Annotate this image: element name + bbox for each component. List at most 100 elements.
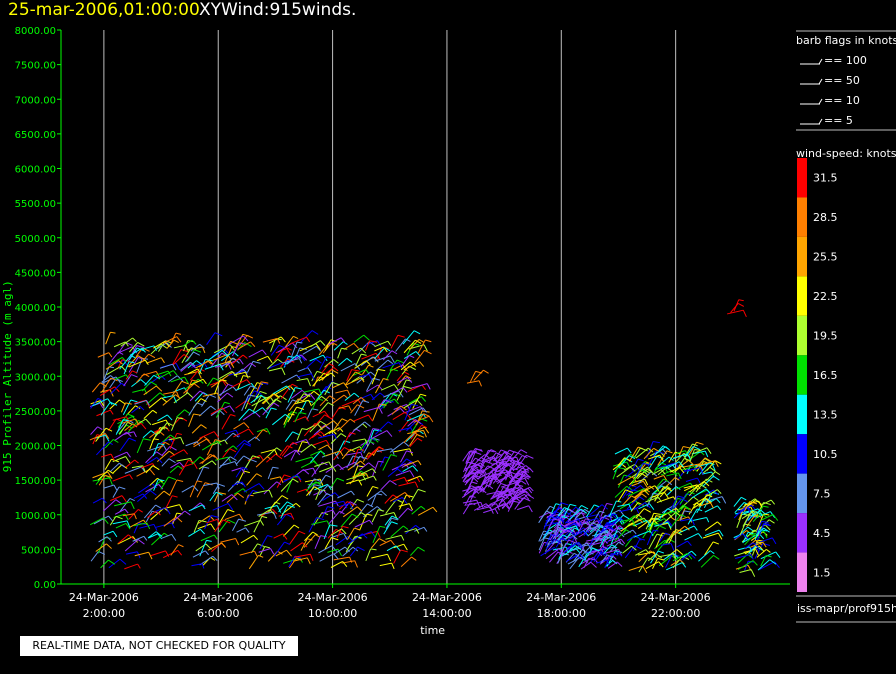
wind-barb-flag	[713, 475, 720, 481]
wind-barb	[181, 485, 194, 493]
wind-barb	[341, 448, 351, 460]
wind-barb	[252, 489, 270, 495]
wind-barb-flag	[216, 440, 222, 446]
wind-barb-flag	[313, 390, 321, 397]
wind-barb	[112, 456, 126, 463]
color-scale-title: wind-speed: knots	[796, 147, 896, 160]
wind-barb-flag	[170, 434, 177, 440]
wind-barb	[126, 551, 138, 555]
wind-barb-flag	[200, 398, 207, 402]
wind-barb-flag	[658, 561, 664, 568]
wind-barb-flag	[635, 534, 642, 541]
source-label: iss-mapr/prof915h	[797, 602, 896, 615]
wind-barb-flag	[322, 354, 328, 362]
wind-barb	[587, 527, 597, 537]
wind-barb	[104, 458, 112, 470]
wind-barb	[482, 457, 495, 463]
wind-barb-flag	[260, 520, 265, 526]
wind-barb	[354, 519, 370, 528]
wind-barb-flag	[119, 558, 127, 565]
wind-barb	[183, 383, 195, 394]
wind-barb	[246, 473, 257, 486]
wind-barb	[599, 512, 612, 523]
wind-barb	[739, 569, 752, 573]
wind-barb	[247, 361, 254, 373]
wind-barb	[465, 450, 471, 464]
wind-barb-flag	[377, 384, 383, 390]
wind-barb	[236, 455, 245, 465]
wind-barb-flag	[153, 345, 158, 351]
wind-barb-flag	[176, 479, 184, 482]
wind-barb-flag	[209, 394, 217, 398]
wind-barb	[372, 403, 380, 421]
wind-barb	[658, 553, 674, 558]
wind-barb-flag	[684, 525, 690, 531]
color-scale-bin	[797, 315, 807, 356]
wind-barb-flag	[696, 441, 704, 445]
wind-barb	[112, 464, 123, 474]
wind-barb-flag	[359, 376, 365, 381]
wind-barb	[622, 523, 630, 534]
wind-barb-flag	[353, 343, 359, 349]
wind-barb	[517, 505, 529, 511]
wind-barb-flag	[261, 381, 269, 384]
wind-barb	[288, 398, 299, 412]
wind-barb	[170, 544, 179, 556]
wind-barb-flag	[260, 390, 267, 395]
wind-barb-flag	[175, 362, 181, 371]
wind-barb	[697, 460, 716, 467]
wind-barb	[113, 341, 126, 348]
wind-barb	[747, 511, 757, 521]
wind-barb	[545, 541, 551, 552]
wind-barb-flag	[166, 422, 173, 426]
wind-barb	[408, 339, 420, 351]
wind-barb	[206, 332, 216, 345]
wind-barb-flag	[682, 446, 691, 449]
wind-barb-flag	[320, 535, 327, 538]
wind-barb-flag	[226, 392, 234, 398]
wind-barb	[338, 357, 348, 367]
wind-barb-flag	[320, 431, 326, 437]
wind-barb	[305, 481, 317, 492]
wind-barb-flag	[121, 495, 127, 503]
wind-barb	[170, 376, 185, 383]
wind-barb	[628, 565, 643, 572]
y-tick-label: 1000.00	[15, 511, 56, 522]
wind-barb-flag	[470, 462, 476, 465]
wind-barb	[178, 460, 189, 476]
wind-barb	[403, 361, 420, 371]
wind-barb	[384, 494, 394, 504]
wind-barb	[657, 485, 668, 495]
wind-barb-flag	[134, 459, 139, 464]
wind-barb-flag	[314, 484, 322, 487]
wind-barb	[214, 492, 220, 503]
wind-barb	[633, 502, 646, 511]
wind-barb-flag	[419, 475, 424, 481]
wind-barb	[383, 390, 399, 398]
wind-barb	[160, 476, 169, 490]
wind-barb-flag	[395, 545, 401, 551]
wind-barb	[124, 563, 138, 570]
wind-barb	[617, 457, 625, 467]
wind-barb	[756, 548, 767, 558]
wind-barb	[146, 456, 158, 465]
wind-barb	[268, 367, 282, 372]
wind-barb-flag	[635, 507, 640, 514]
wind-barb	[148, 533, 159, 539]
wind-barb	[583, 547, 594, 561]
wind-barb	[743, 501, 751, 512]
wind-barb	[104, 439, 114, 449]
wind-barb-flag	[286, 348, 292, 355]
wind-barb	[333, 546, 346, 555]
color-scale-label: 25.5	[813, 251, 838, 264]
wind-barb	[743, 510, 753, 525]
wind-barb	[665, 531, 676, 544]
wind-barb-flag	[369, 340, 378, 343]
wind-barb	[161, 446, 171, 456]
wind-barb-flag	[422, 407, 427, 413]
wind-barb	[183, 340, 189, 352]
wind-barb	[214, 379, 221, 395]
wind-barb-flag	[137, 341, 145, 347]
wind-barb-flag	[370, 548, 377, 551]
wind-barb	[655, 478, 665, 488]
